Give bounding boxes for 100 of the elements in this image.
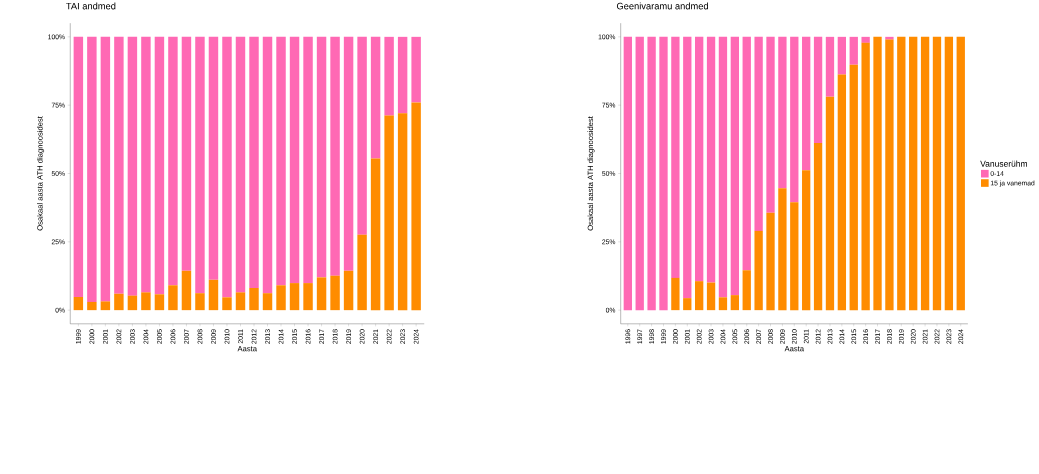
bar bbox=[718, 297, 728, 311]
bar bbox=[289, 36, 300, 284]
bar bbox=[262, 36, 273, 294]
bar bbox=[849, 64, 858, 311]
bar bbox=[384, 36, 394, 116]
legend-title: Vanuserühm bbox=[980, 160, 1027, 167]
bar bbox=[127, 36, 138, 296]
bar bbox=[384, 115, 394, 311]
chart-title: TAI andmed bbox=[66, 2, 116, 10]
bar bbox=[154, 36, 165, 295]
bar bbox=[397, 113, 408, 311]
bar bbox=[411, 36, 421, 103]
bar bbox=[222, 36, 232, 298]
bar bbox=[742, 270, 751, 311]
bar bbox=[87, 36, 97, 302]
bar bbox=[141, 36, 151, 293]
bar bbox=[730, 36, 739, 296]
bar bbox=[343, 270, 354, 311]
bar bbox=[343, 36, 354, 271]
bar bbox=[249, 36, 259, 288]
bar bbox=[837, 36, 847, 75]
bar bbox=[861, 42, 870, 311]
bar bbox=[168, 36, 178, 286]
bar bbox=[154, 294, 165, 311]
bar bbox=[778, 36, 787, 189]
bar bbox=[920, 36, 930, 311]
bar bbox=[249, 287, 259, 311]
bar bbox=[114, 36, 124, 294]
bar bbox=[944, 36, 954, 311]
bar bbox=[837, 74, 847, 311]
bar bbox=[181, 270, 192, 311]
bar bbox=[671, 36, 680, 278]
bar bbox=[303, 283, 313, 311]
bar bbox=[956, 36, 965, 311]
bar bbox=[303, 36, 313, 284]
bar bbox=[73, 296, 84, 311]
bar bbox=[316, 36, 327, 278]
bar bbox=[195, 293, 205, 311]
bar bbox=[208, 279, 219, 311]
bar bbox=[730, 295, 739, 311]
bar bbox=[909, 36, 918, 311]
bar bbox=[87, 301, 97, 311]
bar bbox=[825, 96, 835, 311]
bar bbox=[100, 36, 111, 302]
chart-title: Geenivaramu andmed bbox=[616, 2, 708, 10]
bar bbox=[778, 188, 787, 311]
bar bbox=[330, 275, 340, 311]
bar bbox=[790, 36, 799, 203]
bar bbox=[316, 277, 327, 311]
bar bbox=[114, 293, 124, 311]
bar bbox=[127, 295, 138, 311]
bar bbox=[885, 39, 894, 311]
bar bbox=[647, 36, 656, 311]
bar bbox=[195, 36, 205, 294]
bar bbox=[695, 281, 704, 311]
bar bbox=[813, 142, 823, 311]
bar bbox=[873, 36, 882, 311]
bar bbox=[766, 36, 775, 213]
bar bbox=[73, 36, 84, 297]
bar bbox=[370, 158, 381, 311]
bar bbox=[683, 298, 692, 311]
bar bbox=[262, 293, 273, 311]
bar bbox=[635, 36, 644, 311]
bar bbox=[357, 36, 367, 235]
bar bbox=[802, 36, 811, 171]
bar bbox=[411, 102, 421, 311]
bar bbox=[897, 36, 906, 311]
bar bbox=[222, 297, 232, 311]
bar bbox=[168, 285, 178, 311]
bar bbox=[659, 36, 668, 311]
bar bbox=[141, 292, 151, 311]
bar bbox=[706, 282, 716, 311]
bar bbox=[802, 170, 811, 311]
bar bbox=[235, 292, 246, 311]
bar bbox=[235, 36, 246, 293]
bar bbox=[208, 36, 219, 280]
bar bbox=[932, 36, 942, 311]
bar bbox=[370, 36, 381, 159]
bar bbox=[181, 36, 192, 271]
bar bbox=[276, 285, 286, 311]
bar bbox=[754, 36, 763, 231]
bar bbox=[766, 212, 775, 311]
bar bbox=[706, 36, 716, 283]
bar bbox=[861, 36, 870, 43]
bar bbox=[825, 36, 835, 97]
bar bbox=[790, 202, 799, 311]
bar bbox=[813, 36, 823, 143]
bar bbox=[623, 36, 632, 311]
bar bbox=[397, 36, 408, 114]
bar bbox=[718, 36, 728, 298]
bar bbox=[695, 36, 704, 282]
bar bbox=[276, 36, 286, 286]
bar bbox=[330, 36, 340, 276]
bar bbox=[357, 234, 367, 311]
bar bbox=[849, 36, 858, 65]
bar bbox=[289, 283, 300, 311]
bar bbox=[754, 230, 763, 311]
bar bbox=[100, 301, 111, 311]
bar bbox=[742, 36, 751, 271]
bar bbox=[671, 277, 680, 311]
